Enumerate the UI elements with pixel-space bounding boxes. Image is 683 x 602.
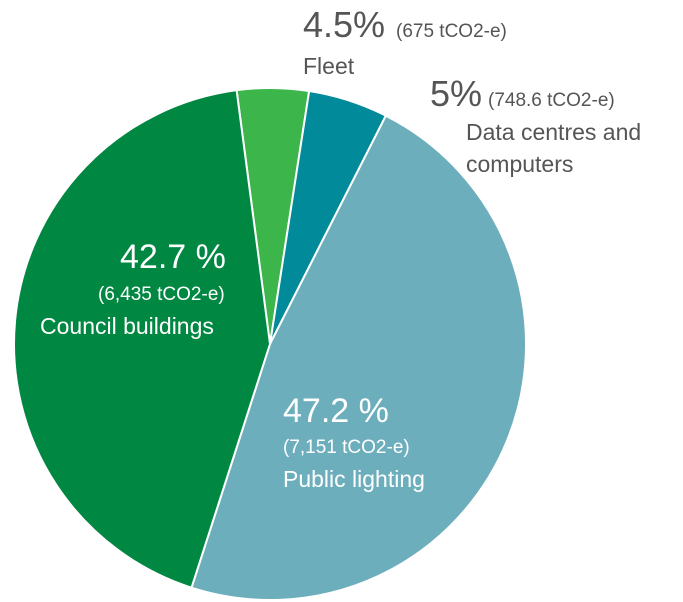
- public-lighting-percent-label: 47.2 %: [283, 392, 389, 430]
- council-buildings-value-label: (6,435 tCO2-e): [98, 284, 225, 305]
- council-buildings-percent-label: 42.7 %: [120, 238, 226, 276]
- public-lighting-value-label: (7,151 tCO2-e): [283, 437, 410, 458]
- pie-slices: [13, 87, 527, 601]
- fleet-percent-label: 4.5%: [303, 4, 385, 45]
- council-buildings-slice: [13, 89, 272, 589]
- data-centres-name-label-line1: Data centres and: [466, 119, 641, 145]
- data-centres-name-label-line2: computers: [466, 151, 573, 177]
- public-lighting-name-label: Public lighting: [283, 466, 425, 492]
- fleet-value-label: (675 tCO2-e): [396, 21, 507, 42]
- data-centres-value-label: (748.6 tCO2-e): [488, 90, 615, 111]
- public-lighting-slice: [190, 114, 527, 601]
- data-centres-percent-label: 5%: [430, 73, 482, 114]
- fleet-name-label: Fleet: [303, 53, 355, 79]
- council-buildings-name-label: Council buildings: [40, 313, 214, 339]
